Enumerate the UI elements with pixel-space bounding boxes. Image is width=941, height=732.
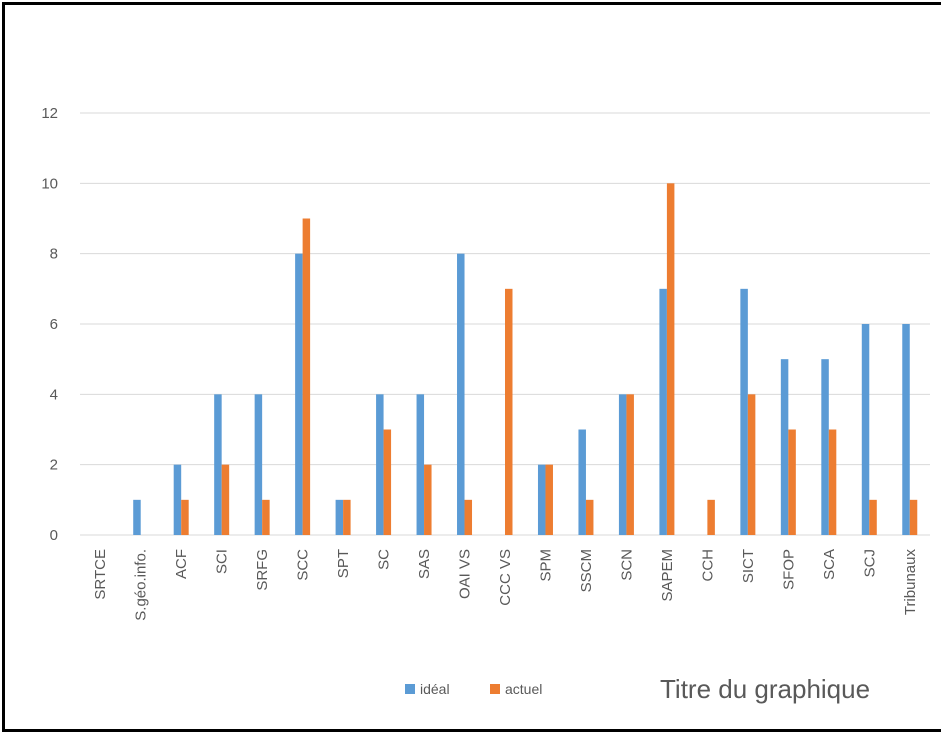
x-tick-label: SCA xyxy=(821,549,838,580)
y-tick-label: 6 xyxy=(50,316,58,333)
y-tick-label: 4 xyxy=(50,386,58,403)
legend: idéal actuel xyxy=(405,681,542,697)
x-tick-label: SICT xyxy=(740,549,757,583)
bar-ideal xyxy=(295,253,303,535)
bar-actuel xyxy=(181,499,189,535)
bar-ideal xyxy=(780,359,789,535)
bar-ideal xyxy=(457,253,465,535)
legend-swatch-ideal xyxy=(405,684,415,694)
bar-ideal xyxy=(376,394,384,535)
legend-label-actuel: actuel xyxy=(505,681,542,697)
y-tick-label: 8 xyxy=(50,246,58,263)
x-tick-label: SCN xyxy=(618,549,635,581)
bar-ideal xyxy=(133,499,141,535)
x-tick-label: CCH xyxy=(699,549,716,582)
x-tick-label: SCI xyxy=(214,549,231,574)
bar-actuel xyxy=(302,218,311,535)
x-tick-label: SC xyxy=(376,549,393,570)
bar-ideal xyxy=(659,288,667,535)
bar-actuel xyxy=(909,499,918,535)
bar-ideal xyxy=(173,464,182,535)
bars xyxy=(133,183,918,536)
x-tick-label: SPT xyxy=(335,549,352,578)
bar-ideal xyxy=(214,394,222,535)
x-tick-label: SSCM xyxy=(578,549,595,592)
x-tick-label: S.géo.info. xyxy=(133,549,150,621)
bar-actuel xyxy=(383,429,392,535)
y-axis-ticks: 0 2 4 6 8 10 12 xyxy=(41,105,58,544)
bar-ideal xyxy=(902,324,910,535)
legend-swatch-actuel xyxy=(490,684,500,694)
y-tick-label: 0 xyxy=(50,527,58,544)
y-tick-label: 10 xyxy=(41,175,58,192)
y-tick-label: 12 xyxy=(41,105,58,122)
x-tick-label: SPM xyxy=(537,549,554,582)
x-tick-label: SRFG xyxy=(254,549,271,591)
bar-ideal xyxy=(416,394,425,535)
x-tick-label: SRTCE xyxy=(92,549,109,600)
bar-actuel xyxy=(828,429,837,535)
bar-actuel xyxy=(626,394,634,535)
bar-actuel xyxy=(262,499,270,535)
x-tick-label: SFOP xyxy=(780,549,797,590)
bar-ideal xyxy=(537,464,546,535)
chart-title: Titre du graphique xyxy=(660,674,870,704)
bar-actuel xyxy=(545,464,553,535)
bar-ideal xyxy=(821,359,829,535)
bar-actuel xyxy=(788,429,796,535)
bar-actuel xyxy=(464,499,473,535)
bar-ideal xyxy=(254,394,263,535)
bar-actuel xyxy=(505,288,513,535)
bar-actuel xyxy=(585,499,594,535)
x-tick-label: SAS xyxy=(416,549,433,579)
bar-ideal xyxy=(335,499,344,535)
bar-actuel xyxy=(221,464,230,535)
bar-ideal xyxy=(861,324,870,535)
bar-actuel xyxy=(343,499,351,535)
x-tick-label: ACF xyxy=(173,549,190,579)
bar-actuel xyxy=(747,394,756,535)
x-tick-label: SCJ xyxy=(861,549,878,577)
x-tick-label: CCC VS xyxy=(497,549,514,606)
legend-label-ideal: idéal xyxy=(420,681,450,697)
bar-ideal xyxy=(740,288,748,535)
bar-actuel xyxy=(666,183,675,536)
bar-ideal xyxy=(618,394,627,535)
bar-ideal xyxy=(578,429,586,535)
x-axis-ticks: SRTCE S.géo.info. ACF SCI SRFG SCC SPT SC SAS OAI… xyxy=(92,549,919,621)
bar-actuel xyxy=(869,499,877,535)
x-tick-label: SAPEM xyxy=(659,549,676,602)
x-tick-label: SCC xyxy=(295,549,312,581)
bar-actuel xyxy=(424,464,432,535)
bar-actuel xyxy=(707,499,715,535)
y-tick-label: 2 xyxy=(50,457,58,474)
x-tick-label: Tribunaux xyxy=(902,549,919,616)
x-tick-label: OAI VS xyxy=(457,549,474,599)
